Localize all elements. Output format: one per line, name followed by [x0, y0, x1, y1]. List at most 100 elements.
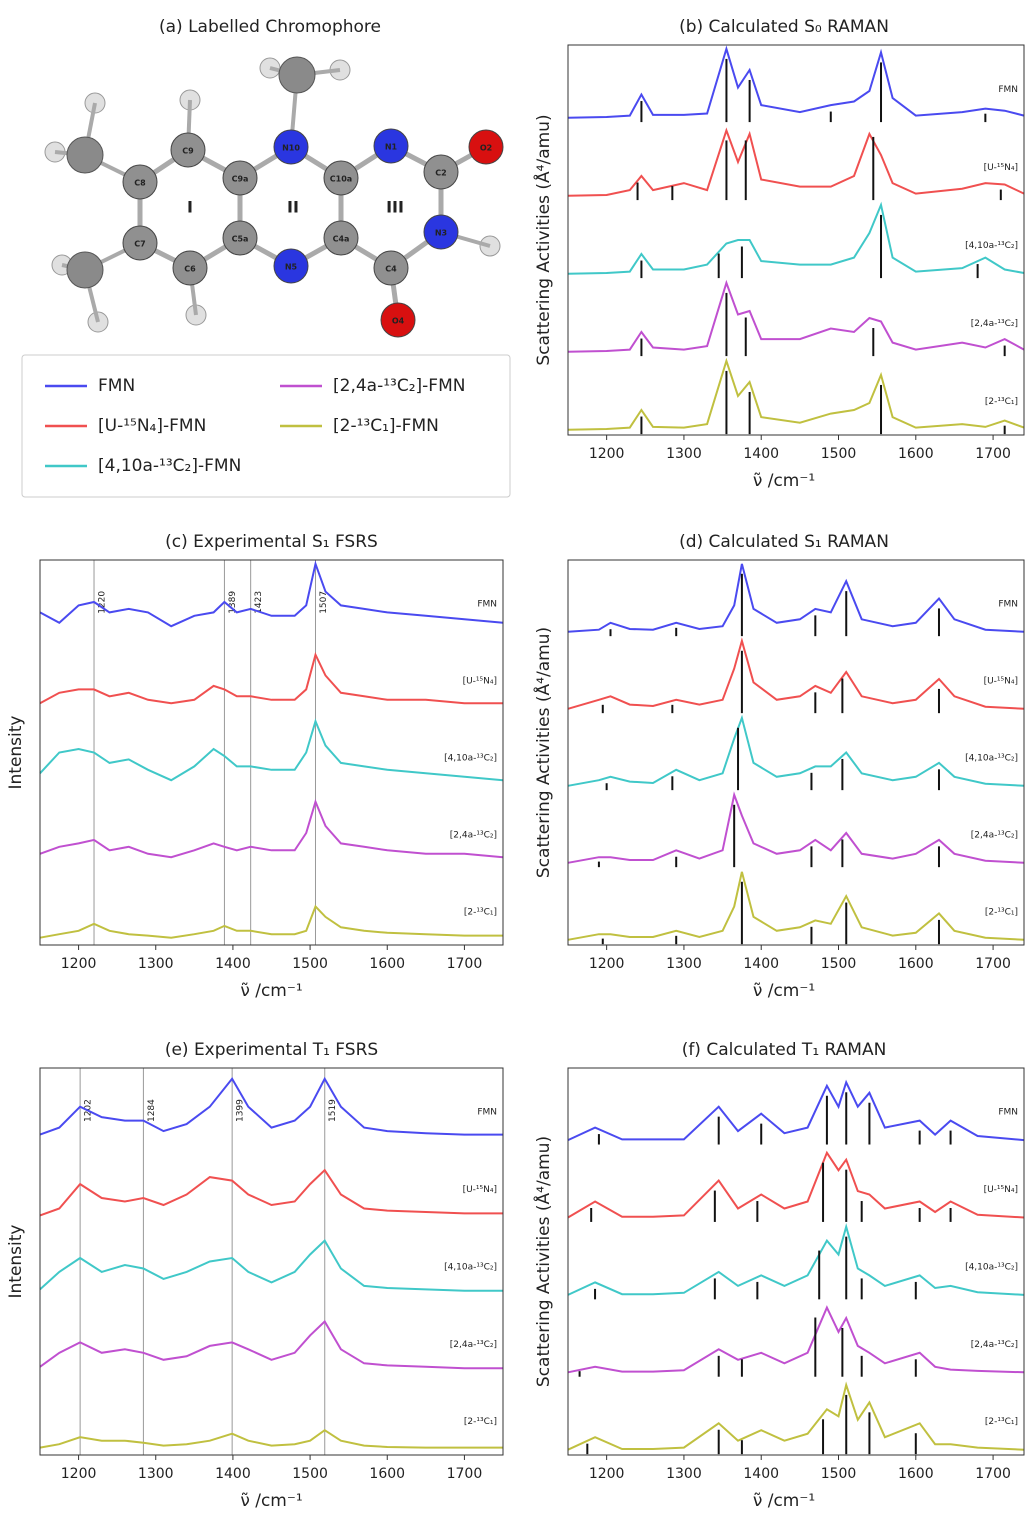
diagram-title: (a) Labelled Chromophore — [159, 17, 381, 37]
y-axis-label: Scattering Activities (Å⁴/amu) — [532, 1136, 554, 1387]
spectrum-line — [568, 872, 1024, 940]
trace-label: FMN — [998, 85, 1018, 95]
x-tick-label: 1700 — [447, 956, 483, 972]
spectrum-line — [568, 1227, 1024, 1295]
figure: (a) Labelled Chromophore C9C8C7C6C9aC5aN… — [0, 0, 1025, 1517]
x-tick-label: 1700 — [975, 956, 1011, 972]
trace-label: [4,10a-¹³C₂] — [444, 1262, 497, 1272]
trace-label: [2,4a-¹³C₂] — [450, 1340, 497, 1350]
x-tick-label: 1200 — [61, 956, 97, 972]
x-axis-label: ν̃ /cm⁻¹ — [753, 471, 815, 491]
plot-frame — [568, 560, 1024, 945]
trace-label: [U-¹⁵N₄] — [984, 163, 1018, 173]
atom-label: C4 — [385, 265, 397, 274]
x-tick-label: 1400 — [743, 956, 779, 972]
trace-label: FMN — [477, 599, 497, 609]
reference-label: 1519 — [328, 1099, 338, 1122]
atom-label: C5a — [232, 235, 249, 244]
chart-title: (e) Experimental T₁ FSRS — [165, 1040, 378, 1060]
atom-label: C10a — [330, 175, 352, 184]
x-tick-label: 1400 — [215, 1466, 251, 1482]
x-tick-label: 1300 — [138, 956, 174, 972]
trace-label: [4,10a-¹³C₂] — [965, 753, 1018, 763]
plot-frame — [568, 1068, 1024, 1455]
spectrum-line — [40, 1430, 503, 1447]
spectrum-line — [40, 1241, 503, 1291]
trace-label: FMN — [477, 1108, 497, 1118]
atom-label: C6 — [184, 265, 196, 274]
spectrum-line — [568, 361, 1024, 430]
spectrum-line — [568, 564, 1024, 632]
x-tick-label: 1500 — [821, 956, 857, 972]
y-axis-label: Intensity — [6, 1225, 26, 1299]
spectrum-line — [40, 802, 503, 857]
y-axis-label: Scattering Activities (Å⁴/amu) — [532, 627, 554, 878]
chart-title: (f) Calculated T₁ RAMAN — [682, 1040, 887, 1060]
atom-label: C9 — [182, 147, 194, 156]
trace-label: [4,10a-¹³C₂] — [965, 241, 1018, 251]
x-tick-label: 1400 — [215, 956, 251, 972]
plot-frame — [40, 560, 503, 945]
atom-label: N10 — [282, 144, 300, 153]
ring-label: III — [386, 198, 404, 217]
atom-label: O4 — [392, 317, 405, 326]
legend-label: [2-¹³C₁]-FMN — [333, 416, 439, 436]
spectrum-line — [568, 1082, 1024, 1140]
spectrum-line — [40, 721, 503, 780]
x-tick-label: 1200 — [589, 446, 625, 462]
x-tick-label: 1500 — [292, 956, 328, 972]
x-tick-label: 1600 — [898, 446, 934, 462]
spectrum-line — [568, 718, 1024, 786]
x-tick-label: 1200 — [589, 1466, 625, 1482]
x-tick-label: 1400 — [743, 1466, 779, 1482]
x-axis-label: ν̃ /cm⁻¹ — [240, 1491, 302, 1511]
trace-label: [2,4a-¹³C₂] — [971, 830, 1018, 840]
atom-label: C7 — [134, 240, 145, 249]
chart-title: (b) Calculated S₀ RAMAN — [679, 17, 889, 37]
plot-frame — [40, 1068, 503, 1455]
x-tick-label: 1300 — [666, 956, 702, 972]
x-tick-label: 1700 — [447, 1466, 483, 1482]
reference-label: 1399 — [236, 1099, 246, 1122]
trace-label: [U-¹⁵N₄] — [984, 676, 1018, 686]
trace-label: [2,4a-¹³C₂] — [450, 830, 497, 840]
trace-label: [2-¹³C₁] — [464, 907, 497, 917]
spectrum-line — [568, 49, 1024, 118]
x-axis-label: ν̃ /cm⁻¹ — [753, 981, 815, 1001]
y-axis-label: Intensity — [6, 716, 26, 790]
x-tick-label: 1200 — [61, 1466, 97, 1482]
spectrum-line — [40, 1170, 503, 1215]
atom-label: C4a — [333, 235, 350, 244]
spectrum-line — [40, 1322, 503, 1369]
chart-title: (d) Calculated S₁ RAMAN — [679, 532, 889, 552]
trace-label: [4,10a-¹³C₂] — [965, 1262, 1018, 1272]
methyl-carbon — [279, 57, 315, 93]
x-tick-label: 1600 — [898, 1466, 934, 1482]
legend-label: FMN — [98, 376, 135, 396]
x-tick-label: 1600 — [898, 956, 934, 972]
x-tick-label: 1300 — [138, 1466, 174, 1482]
x-tick-label: 1600 — [369, 1466, 405, 1482]
spectrum-line — [568, 1153, 1024, 1218]
methyl-carbon — [67, 137, 103, 173]
spectrum-line — [568, 130, 1024, 195]
ring-label: II — [287, 198, 299, 217]
x-tick-label: 1300 — [666, 1466, 702, 1482]
trace-label: [U-¹⁵N₄] — [984, 1185, 1018, 1195]
chart-title: (c) Experimental S₁ FSRS — [165, 532, 378, 552]
trace-label: [2-¹³C₁] — [985, 907, 1018, 917]
spectrum-line — [568, 283, 1024, 352]
trace-label: [2-¹³C₁] — [985, 1417, 1018, 1427]
trace-label: FMN — [998, 1108, 1018, 1118]
spectrum-line — [568, 1308, 1024, 1373]
y-axis-label: Scattering Activities (Å⁴/amu) — [532, 114, 554, 365]
atom-label: C2 — [435, 169, 446, 178]
trace-label: [2-¹³C₁] — [464, 1417, 497, 1427]
atom-label: C8 — [134, 179, 146, 188]
legend-label: [U-¹⁵N₄]-FMN — [98, 416, 206, 436]
spectrum-line — [568, 205, 1024, 274]
trace-label: FMN — [998, 599, 1018, 609]
spectrum-line — [568, 1385, 1024, 1450]
spectrum-line — [40, 655, 503, 704]
